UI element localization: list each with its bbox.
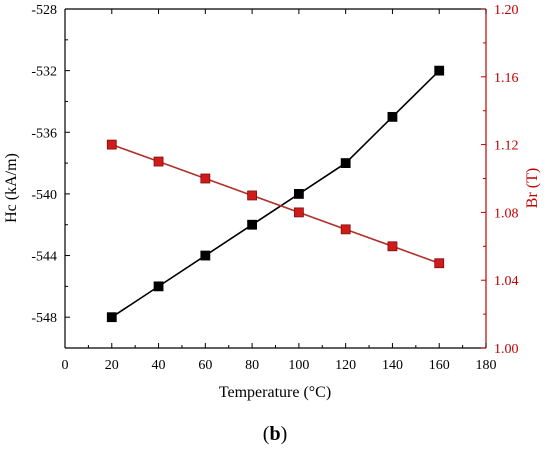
- hc-data-point: [434, 65, 445, 76]
- x-axis: 0 20 40 60 80 100 120 140 160 180: [62, 9, 497, 373]
- hc-data-point: [106, 312, 117, 323]
- x-tick-label: 60: [198, 358, 212, 373]
- br-data-point: [340, 224, 351, 235]
- panel-label: (b): [263, 423, 287, 445]
- x-tick-label: 120: [335, 358, 356, 373]
- right-y-tick-label: 1.20: [494, 3, 519, 18]
- hc-data-point: [247, 219, 258, 230]
- right-y-axis-label: Br (T): [524, 168, 541, 208]
- hc-series-line: [111, 70, 440, 318]
- hc-data-point: [340, 158, 351, 168]
- hc-data-point: [293, 189, 304, 199]
- series-layer: [106, 65, 445, 323]
- right-y-tick-label: 1.00: [494, 342, 519, 357]
- right-y-tick-label: 1.12: [494, 139, 519, 154]
- right-y-tick-label: 1.04: [494, 274, 519, 289]
- x-tick-label: 100: [288, 358, 309, 373]
- br-data-point: [387, 241, 398, 252]
- br-data-point: [200, 173, 211, 184]
- right-y-axis: 1.00 1.04 1.08 1.12 1.16 1.20: [481, 3, 519, 357]
- x-tick-label: 160: [429, 358, 450, 373]
- x-tick-label: 40: [152, 358, 166, 373]
- left-y-axis-label: Hc (kA/m): [3, 153, 20, 223]
- plot-frame: [64, 8, 487, 349]
- left-y-tick-label: -536: [31, 126, 57, 141]
- x-tick-label: 180: [476, 358, 497, 373]
- br-data-point: [106, 139, 117, 150]
- br-data-point: [247, 190, 258, 201]
- left-y-tick-label: -544: [31, 250, 57, 265]
- left-y-axis: -548 -544 -540 -536 -532 -528: [31, 3, 70, 349]
- x-tick-label: 20: [105, 358, 119, 373]
- hc-data-point: [153, 281, 164, 292]
- left-y-tick-label: -548: [31, 311, 57, 326]
- right-y-tick-label: 1.08: [494, 206, 519, 221]
- left-y-tick-label: -540: [31, 188, 57, 203]
- br-data-point: [153, 156, 164, 167]
- x-tick-label: 80: [245, 358, 259, 373]
- left-y-tick-label: -528: [31, 3, 57, 18]
- x-tick-label: 0: [62, 358, 69, 373]
- br-data-point: [293, 207, 304, 218]
- hc-data-point: [387, 111, 398, 122]
- right-y-tick-label: 1.16: [494, 71, 519, 86]
- br-data-point: [434, 258, 445, 269]
- x-axis-label: Temperature (°C): [219, 384, 331, 401]
- br-series-line: [111, 143, 440, 265]
- hc-data-point: [200, 250, 211, 261]
- left-y-tick-label: -532: [31, 65, 57, 80]
- x-tick-label: 140: [382, 358, 403, 373]
